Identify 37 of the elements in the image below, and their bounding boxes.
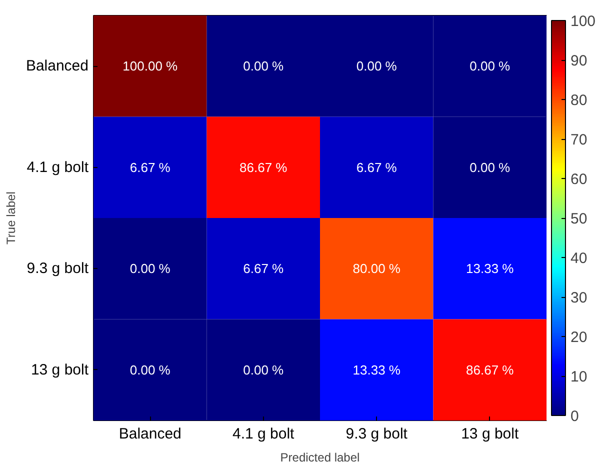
data-label: 6.67 % bbox=[243, 261, 284, 276]
data-label: 13.33 % bbox=[466, 261, 514, 276]
data-label: 80.00 % bbox=[352, 261, 401, 276]
data-label: 86.67 % bbox=[466, 362, 514, 378]
x-tick-label: 9.3 g bolt bbox=[346, 426, 408, 442]
color-bar-label: 90 bbox=[570, 52, 588, 70]
data-label: 0.00 % bbox=[130, 362, 171, 378]
color-bar-label: 50 bbox=[570, 210, 588, 228]
data-label: 0.00 % bbox=[243, 58, 284, 74]
data-label: 6.67 % bbox=[130, 160, 171, 175]
data-label: 6.67 % bbox=[356, 160, 398, 175]
data-label: 86.67 % bbox=[240, 160, 288, 175]
color-bar-label: 60 bbox=[570, 171, 588, 188]
color-bar-label: 70 bbox=[570, 132, 588, 148]
data-label: 0.00 % bbox=[243, 362, 284, 378]
x-tick-label: 4.1 g bolt bbox=[232, 426, 296, 442]
data-label: 0.00 % bbox=[356, 58, 398, 74]
color-bar-label: 20 bbox=[570, 329, 588, 346]
x-tick-label: 13 g bolt bbox=[461, 426, 520, 442]
y-tick-label: 9.3 g bolt bbox=[26, 260, 90, 278]
x-axis-title: Predicted label bbox=[280, 450, 360, 464]
data-label: 0.00 % bbox=[470, 58, 511, 74]
y-axis-title: True label bbox=[4, 192, 18, 244]
color-bar-label: 10 bbox=[570, 368, 588, 386]
color-bar-label: 100 bbox=[570, 13, 596, 30]
y-tick-label: 13 g bolt bbox=[30, 361, 90, 378]
color-bar-label: 80 bbox=[570, 92, 588, 109]
y-tick-label: 4.1 g bolt bbox=[26, 158, 90, 176]
y-tick-label: Balanced bbox=[26, 58, 89, 75]
color-bar-label: 0 bbox=[570, 408, 579, 425]
color-bar-label: 40 bbox=[570, 250, 588, 267]
data-label: 0.00 % bbox=[470, 160, 511, 175]
data-label: 0.00 % bbox=[130, 261, 171, 276]
x-tick-label: Balanced bbox=[118, 426, 182, 442]
data-label: 100.00 % bbox=[122, 58, 178, 74]
data-label: 13.33 % bbox=[352, 362, 401, 378]
color-bar-label: 30 bbox=[570, 290, 588, 306]
